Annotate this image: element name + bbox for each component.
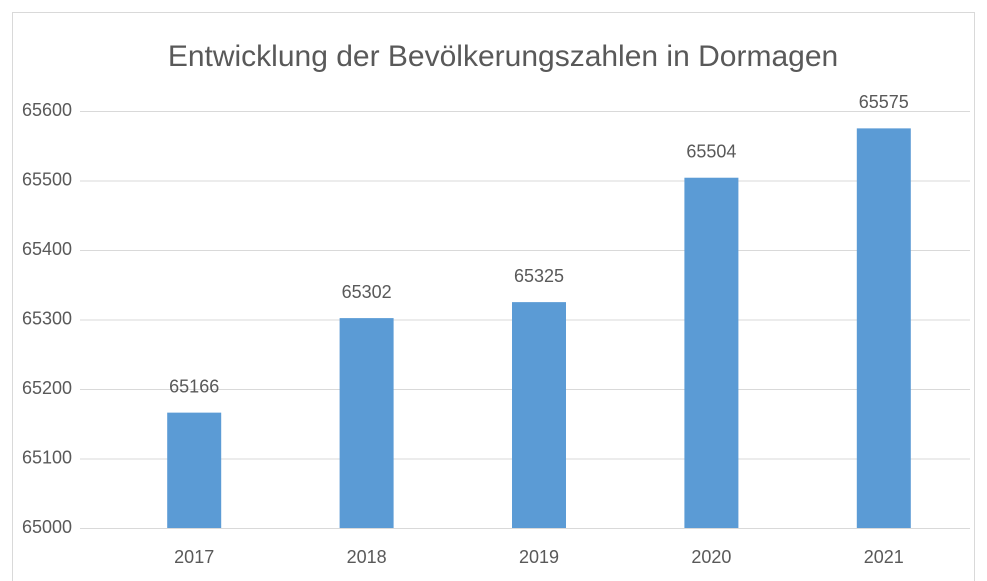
x-tick-label: 2020 [691, 547, 731, 567]
x-tick-label: 2021 [864, 547, 904, 567]
bar [856, 128, 911, 528]
bar [339, 318, 394, 528]
x-tick-label: 2019 [519, 547, 559, 567]
chart-title: Entwicklung der Bevölkerungszahlen in Do… [168, 40, 838, 73]
y-tick-label: 65000 [22, 517, 72, 537]
bar [167, 412, 222, 528]
y-tick-label: 65300 [22, 308, 72, 328]
y-tick-label: 65200 [22, 378, 72, 398]
data-label: 65166 [169, 376, 219, 396]
y-tick-label: 65600 [22, 100, 72, 120]
data-label: 65575 [859, 92, 909, 112]
x-tick-label: 2018 [347, 547, 387, 567]
y-tick-label: 65100 [22, 447, 72, 467]
y-tick-label: 65500 [22, 169, 72, 189]
x-tick-label: 2017 [174, 547, 214, 567]
y-tick-label: 65400 [22, 239, 72, 259]
data-label: 65302 [342, 282, 392, 302]
data-label: 65504 [686, 141, 736, 161]
bar [684, 177, 739, 528]
chart-border [12, 12, 975, 581]
bar [512, 302, 566, 528]
data-label: 65325 [514, 266, 564, 286]
